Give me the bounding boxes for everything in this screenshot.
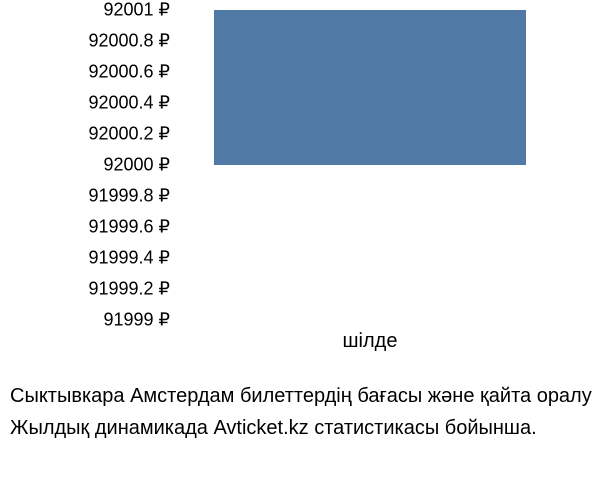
caption-line-1: Сыктывкара Амстердам билеттердің бағасы … [10, 380, 590, 412]
plot-area [180, 10, 560, 320]
y-tick-label: 92000.2 ₽ [0, 124, 170, 145]
y-tick-label: 91999.2 ₽ [0, 279, 170, 300]
y-tick-label: 92000.6 ₽ [0, 62, 170, 83]
y-tick-label: 91999.4 ₽ [0, 248, 170, 269]
y-tick-label: 91999 ₽ [0, 310, 170, 331]
y-tick-label: 92001 ₽ [0, 0, 170, 21]
bar [214, 10, 526, 165]
y-tick-label: 92000.8 ₽ [0, 31, 170, 52]
y-tick-label: 92000.4 ₽ [0, 93, 170, 114]
y-axis: 92001 ₽92000.8 ₽92000.6 ₽92000.4 ₽92000.… [0, 10, 175, 320]
chart-caption: Сыктывкара Амстердам билеттердің бағасы … [0, 380, 600, 444]
y-tick-label: 91999.6 ₽ [0, 217, 170, 238]
x-tick-label: шілде [180, 330, 560, 353]
y-tick-label: 92000 ₽ [0, 155, 170, 176]
caption-line-2: Жылдық динамикада Avticket.kz статистика… [10, 412, 590, 444]
y-tick-label: 91999.8 ₽ [0, 186, 170, 207]
chart-container: 92001 ₽ 92000.8 ₽ 92000.6 ₽ 92000.4 ₽ 92000.… [0, 0, 600, 500]
